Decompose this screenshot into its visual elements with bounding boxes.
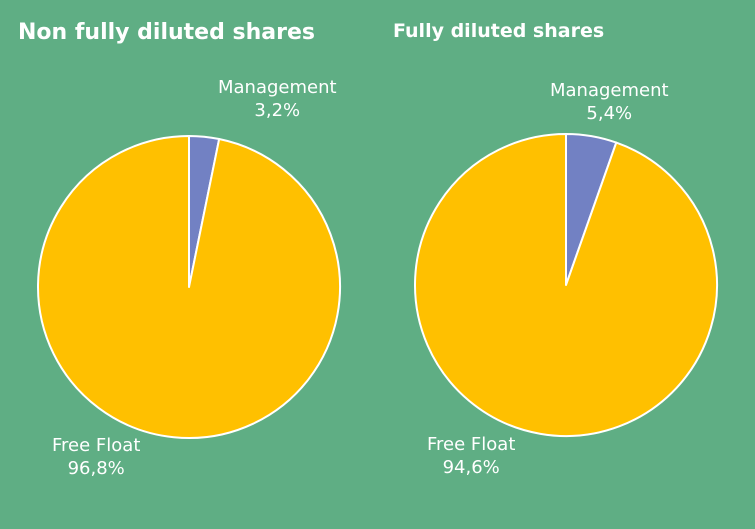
slice-name: Free Float bbox=[427, 434, 516, 455]
slice-label-management: Management 5,4% bbox=[550, 79, 669, 125]
slice-percent: 3,2% bbox=[254, 100, 301, 121]
pie-chart bbox=[37, 135, 341, 439]
slice-percent: 5,4% bbox=[586, 103, 633, 124]
pie-chart bbox=[414, 133, 718, 437]
pie-slice-free-float bbox=[414, 133, 718, 437]
chart-non-fully-diluted: Non fully diluted shares Management 3,2%… bbox=[0, 0, 377, 529]
slice-name: Management bbox=[550, 80, 669, 101]
slice-label-management: Management 3,2% bbox=[218, 76, 337, 122]
slice-label-free-float: Free Float 94,6% bbox=[427, 433, 515, 479]
chart-title: Non fully diluted shares bbox=[18, 20, 315, 45]
pie-slice-free-float bbox=[37, 135, 341, 439]
slice-percent: 96,8% bbox=[67, 458, 125, 479]
slice-name: Free Float bbox=[52, 435, 141, 456]
slice-name: Management bbox=[218, 77, 337, 98]
chart-fully-diluted: Fully diluted shares Management 5,4% Fre… bbox=[377, 0, 754, 529]
slice-label-free-float: Free Float 96,8% bbox=[52, 434, 140, 480]
chart-title: Fully diluted shares bbox=[393, 20, 605, 42]
slice-percent: 94,6% bbox=[442, 457, 500, 478]
